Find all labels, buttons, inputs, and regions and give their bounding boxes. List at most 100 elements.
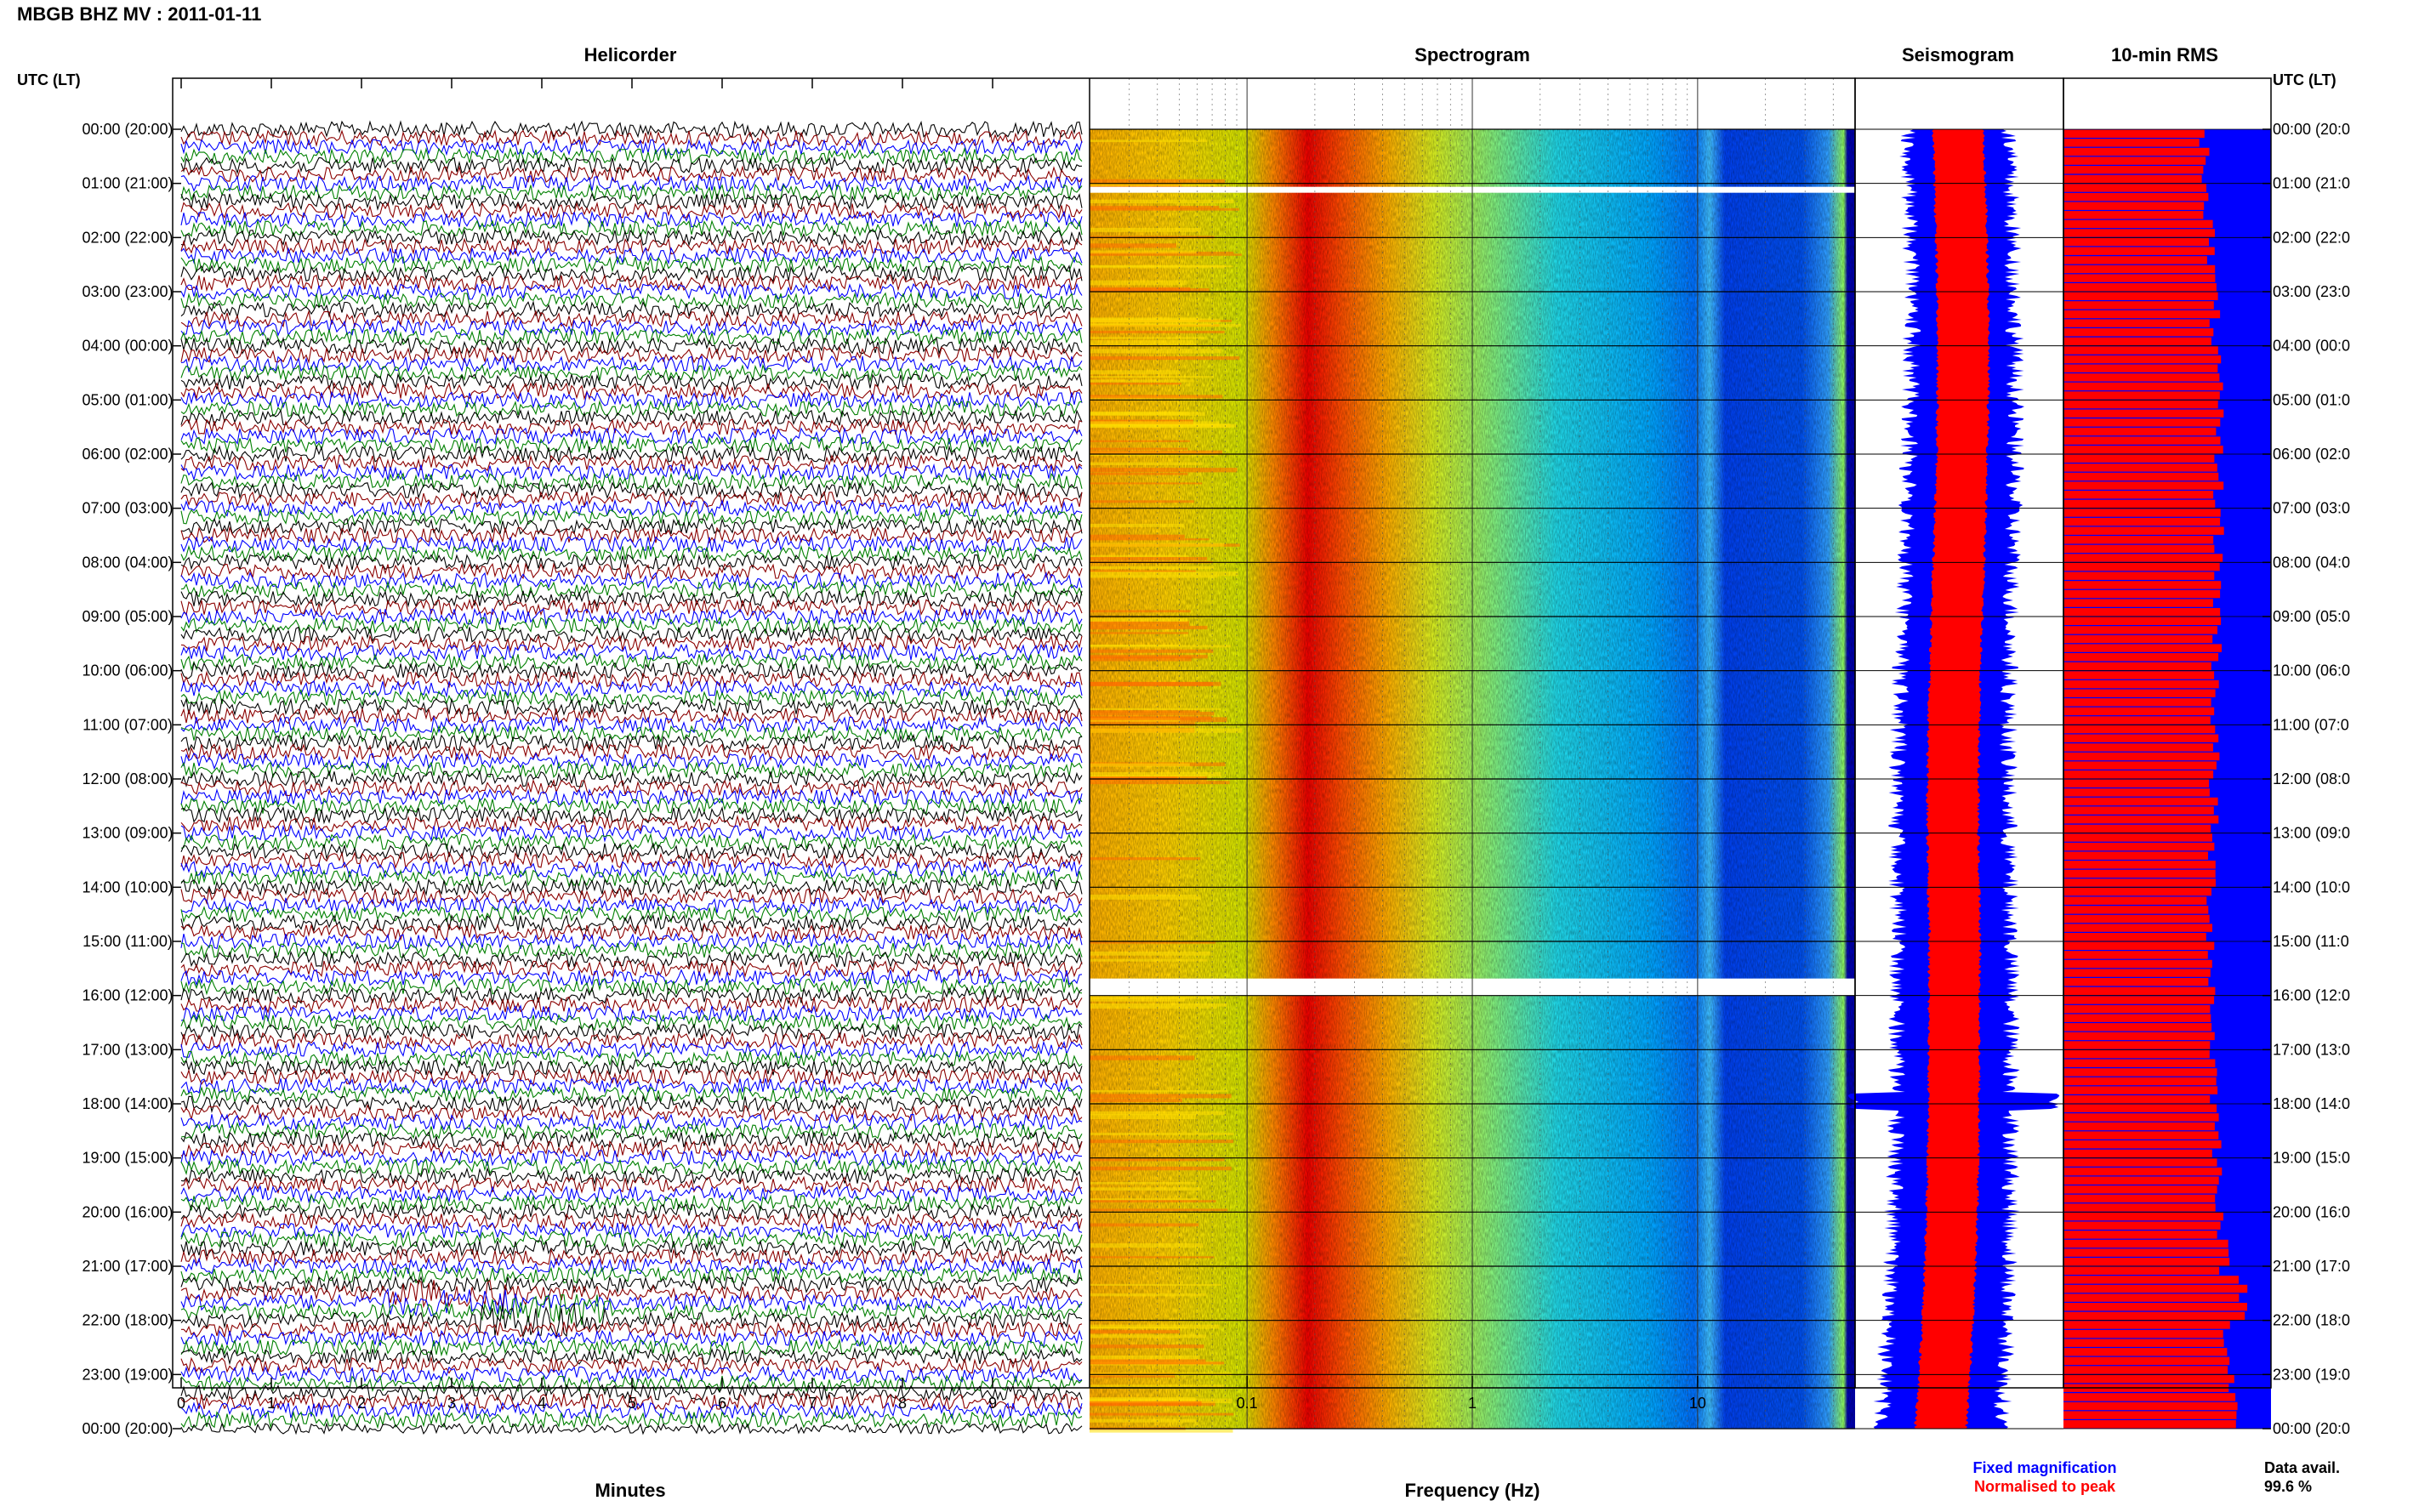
rms-bar bbox=[2063, 1095, 2211, 1104]
helicorder-trace bbox=[180, 1279, 1083, 1309]
helicorder-trace bbox=[180, 1356, 1083, 1375]
helicorder-trace bbox=[180, 842, 1083, 861]
rms-bar bbox=[2063, 129, 2205, 138]
spectrogram-lowfreq-streak bbox=[1090, 250, 1197, 254]
spectrogram-lowfreq-streak bbox=[1090, 1182, 1196, 1185]
helicorder-trace bbox=[180, 1058, 1083, 1077]
rms-bar bbox=[2063, 463, 2217, 472]
helicorder-trace bbox=[180, 526, 1083, 545]
rms-bar bbox=[2063, 608, 2221, 617]
helicorder-trace bbox=[180, 445, 1083, 463]
rms-bar bbox=[2063, 1014, 2211, 1022]
rms-bar bbox=[2063, 256, 2207, 264]
helicorder-trace bbox=[180, 400, 1083, 418]
rms-bar bbox=[2063, 914, 2210, 924]
helicorder-trace bbox=[180, 553, 1083, 572]
spectrogram-lowfreq-streak bbox=[1090, 1187, 1202, 1191]
helicorder-trace bbox=[180, 652, 1083, 672]
rms-bar bbox=[2063, 1258, 2230, 1266]
x-tick-label-minutes: 6 bbox=[718, 1395, 726, 1412]
rms-bar bbox=[2063, 851, 2208, 860]
y-tick-label-right: 13:00 (09:0 bbox=[2273, 825, 2350, 842]
y-tick-label-left: 03:00 (23:00) bbox=[82, 283, 173, 300]
rms-bar bbox=[2063, 1411, 2237, 1419]
x-tick-label-minutes: 1 bbox=[267, 1395, 276, 1412]
x-tick-label-frequency: 1 bbox=[1468, 1395, 1477, 1412]
rms-bar bbox=[2063, 1266, 2220, 1275]
spectrogram-lowfreq-streak bbox=[1090, 450, 1223, 454]
rms-bar bbox=[2063, 1374, 2234, 1384]
spectrogram-lowfreq-streak bbox=[1090, 617, 1188, 622]
helicorder-trace bbox=[180, 1346, 1083, 1366]
helicorder-trace bbox=[180, 1202, 1083, 1221]
spectrogram-lowfreq-streak bbox=[1090, 998, 1186, 1002]
helicorder-trace bbox=[180, 1422, 1083, 1435]
helicorder-trace bbox=[180, 255, 1083, 274]
rms-bar bbox=[2063, 436, 2221, 445]
spectrogram-lowfreq-streak bbox=[1090, 1324, 1220, 1329]
x-tick-label-minutes: 9 bbox=[988, 1395, 997, 1412]
helicorder-trace bbox=[180, 1112, 1083, 1132]
rms-bar bbox=[2063, 634, 2213, 644]
helicorder-trace bbox=[180, 941, 1083, 960]
rms-bar bbox=[2063, 219, 2213, 229]
rms-bar bbox=[2063, 283, 2217, 292]
rms-bar bbox=[2063, 1221, 2221, 1230]
rms-bar bbox=[2063, 1303, 2247, 1311]
spectrogram-lowfreq-streak bbox=[1090, 1111, 1225, 1116]
rms-bar bbox=[2063, 229, 2215, 237]
helicorder-trace bbox=[180, 833, 1083, 852]
helicorder-trace bbox=[180, 463, 1083, 482]
spectrogram-lowfreq-streak bbox=[1090, 447, 1188, 450]
helicorder-trace bbox=[180, 932, 1083, 951]
rms-bar bbox=[2063, 562, 2220, 571]
helicorder-trace bbox=[180, 662, 1083, 680]
rms-bar bbox=[2063, 554, 2223, 562]
rms-bar bbox=[2063, 355, 2222, 364]
helicorder-trace bbox=[180, 625, 1083, 644]
x-tick-label-minutes: 0 bbox=[177, 1395, 185, 1412]
panel-frame bbox=[2063, 77, 2272, 1389]
helicorder-trace bbox=[180, 363, 1083, 383]
helicorder-trace bbox=[180, 977, 1083, 996]
rms-bar bbox=[2063, 1239, 2228, 1248]
helicorder-trace bbox=[180, 435, 1083, 454]
spectrogram-lowfreq-streak bbox=[1090, 337, 1205, 339]
y-tick-label-right: 19:00 (15:0 bbox=[2273, 1150, 2350, 1167]
spectrogram-lowfreq-streak bbox=[1090, 317, 1199, 322]
rms-bar bbox=[2063, 409, 2224, 418]
helicorder-trace bbox=[180, 146, 1083, 166]
helicorder-trace bbox=[180, 129, 1083, 148]
helicorder-trace bbox=[180, 950, 1083, 969]
rms-bar bbox=[2063, 1366, 2228, 1374]
y-tick-label-left: 06:00 (02:00) bbox=[82, 446, 173, 463]
helicorder-trace bbox=[180, 1338, 1083, 1357]
spectrogram-lowfreq-streak bbox=[1090, 1418, 1197, 1423]
rms-bar bbox=[2063, 571, 2215, 580]
helicorder-trace bbox=[180, 345, 1083, 365]
helicorder-trace bbox=[180, 860, 1083, 878]
helicorder-trace bbox=[180, 327, 1083, 346]
spectrogram-lowfreq-streak bbox=[1090, 207, 1239, 211]
rms-bar bbox=[2063, 761, 2217, 770]
rms-bar bbox=[2063, 743, 2213, 752]
helicorder-trace bbox=[180, 228, 1083, 247]
spectrogram-lowfreq-streak bbox=[1090, 951, 1211, 956]
helicorder-trace bbox=[180, 679, 1083, 698]
rms-bar bbox=[2063, 427, 2217, 436]
y-tick-label-right: 22:00 (18:0 bbox=[2273, 1312, 2350, 1329]
helicorder-trace bbox=[180, 1293, 1083, 1326]
spectrogram-lowfreq-streak bbox=[1090, 323, 1242, 327]
spectrogram-lowfreq-streak bbox=[1090, 1223, 1199, 1227]
helicorder-trace bbox=[180, 165, 1083, 184]
rms-bar bbox=[2063, 292, 2218, 300]
spectrogram-lowfreq-streak bbox=[1090, 632, 1189, 634]
helicorder-trace bbox=[180, 481, 1083, 500]
y-tick-label-left: 18:00 (14:00) bbox=[82, 1095, 173, 1112]
spectrogram-lowfreq-streak bbox=[1090, 656, 1192, 662]
helicorder-trace bbox=[180, 517, 1083, 536]
legend-normalised-to-peak: Normalised to peak bbox=[1974, 1478, 2116, 1495]
data-availability-value: 99.6 % bbox=[2264, 1478, 2312, 1495]
spectrogram-lowfreq-streak bbox=[1090, 610, 1191, 613]
helicorder-trace bbox=[180, 426, 1083, 446]
